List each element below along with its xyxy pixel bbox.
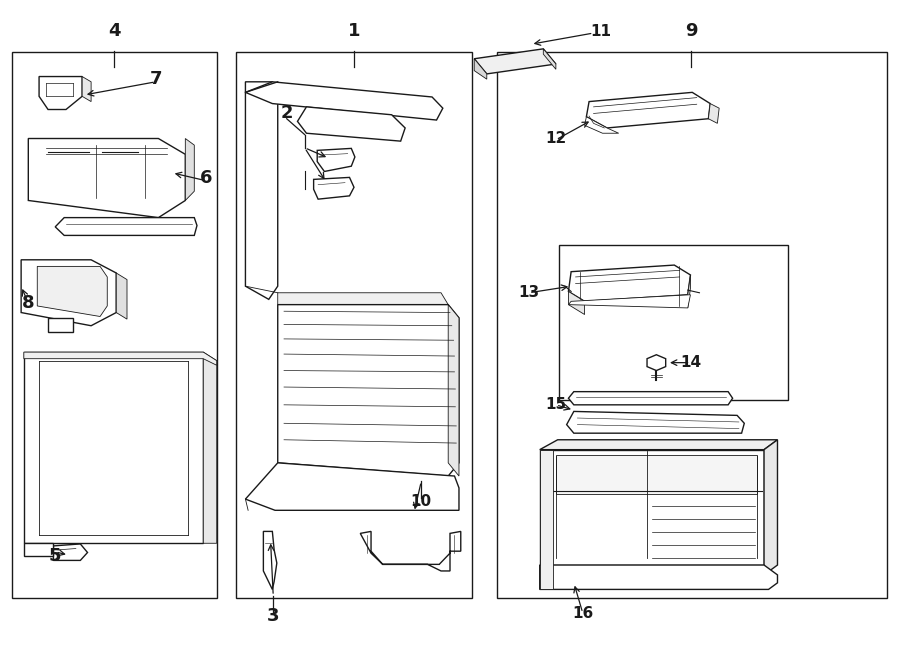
Polygon shape xyxy=(544,49,556,70)
Text: 1: 1 xyxy=(347,22,360,40)
Bar xyxy=(560,246,788,401)
Text: 11: 11 xyxy=(590,24,611,38)
Polygon shape xyxy=(540,440,778,449)
Polygon shape xyxy=(313,177,354,199)
Text: 10: 10 xyxy=(410,494,432,508)
Polygon shape xyxy=(246,463,459,510)
Text: 2: 2 xyxy=(281,105,293,122)
Polygon shape xyxy=(540,449,764,565)
Bar xyxy=(497,52,886,598)
Polygon shape xyxy=(448,305,459,476)
Text: 12: 12 xyxy=(545,131,566,146)
Bar xyxy=(13,52,217,598)
Polygon shape xyxy=(317,148,355,171)
Text: 3: 3 xyxy=(267,607,280,625)
Polygon shape xyxy=(569,291,585,314)
Bar xyxy=(237,52,472,598)
Text: 4: 4 xyxy=(108,22,121,40)
Polygon shape xyxy=(23,352,203,544)
Polygon shape xyxy=(569,392,733,405)
Polygon shape xyxy=(540,565,778,589)
Polygon shape xyxy=(474,49,556,74)
Polygon shape xyxy=(185,138,194,201)
Polygon shape xyxy=(298,107,405,141)
Polygon shape xyxy=(587,93,710,128)
Polygon shape xyxy=(764,440,778,575)
Polygon shape xyxy=(23,352,217,365)
Polygon shape xyxy=(569,295,690,308)
Polygon shape xyxy=(116,273,127,319)
Polygon shape xyxy=(23,544,53,557)
Polygon shape xyxy=(360,532,461,571)
Text: 8: 8 xyxy=(22,295,34,312)
Polygon shape xyxy=(203,352,217,544)
Polygon shape xyxy=(567,411,744,433)
Polygon shape xyxy=(37,266,107,316)
Polygon shape xyxy=(39,77,82,109)
Polygon shape xyxy=(569,265,690,301)
Polygon shape xyxy=(556,455,757,495)
Polygon shape xyxy=(278,305,459,476)
Text: 6: 6 xyxy=(200,169,212,187)
Polygon shape xyxy=(48,318,73,332)
Text: 13: 13 xyxy=(518,285,539,301)
Text: 9: 9 xyxy=(685,22,698,40)
Polygon shape xyxy=(540,449,554,589)
Polygon shape xyxy=(585,117,618,133)
Polygon shape xyxy=(474,59,487,79)
Polygon shape xyxy=(82,77,91,101)
Text: 14: 14 xyxy=(680,355,701,370)
Polygon shape xyxy=(278,293,448,305)
Polygon shape xyxy=(264,532,277,589)
Polygon shape xyxy=(246,82,278,299)
Text: 15: 15 xyxy=(545,397,566,412)
Polygon shape xyxy=(55,218,197,236)
Text: 16: 16 xyxy=(572,606,593,621)
Polygon shape xyxy=(708,103,719,123)
Polygon shape xyxy=(246,82,443,120)
Text: 7: 7 xyxy=(149,70,162,88)
Polygon shape xyxy=(53,544,87,561)
Polygon shape xyxy=(647,355,666,371)
Polygon shape xyxy=(28,138,185,218)
Polygon shape xyxy=(688,275,690,308)
Text: 5: 5 xyxy=(49,547,61,565)
Polygon shape xyxy=(21,260,116,326)
